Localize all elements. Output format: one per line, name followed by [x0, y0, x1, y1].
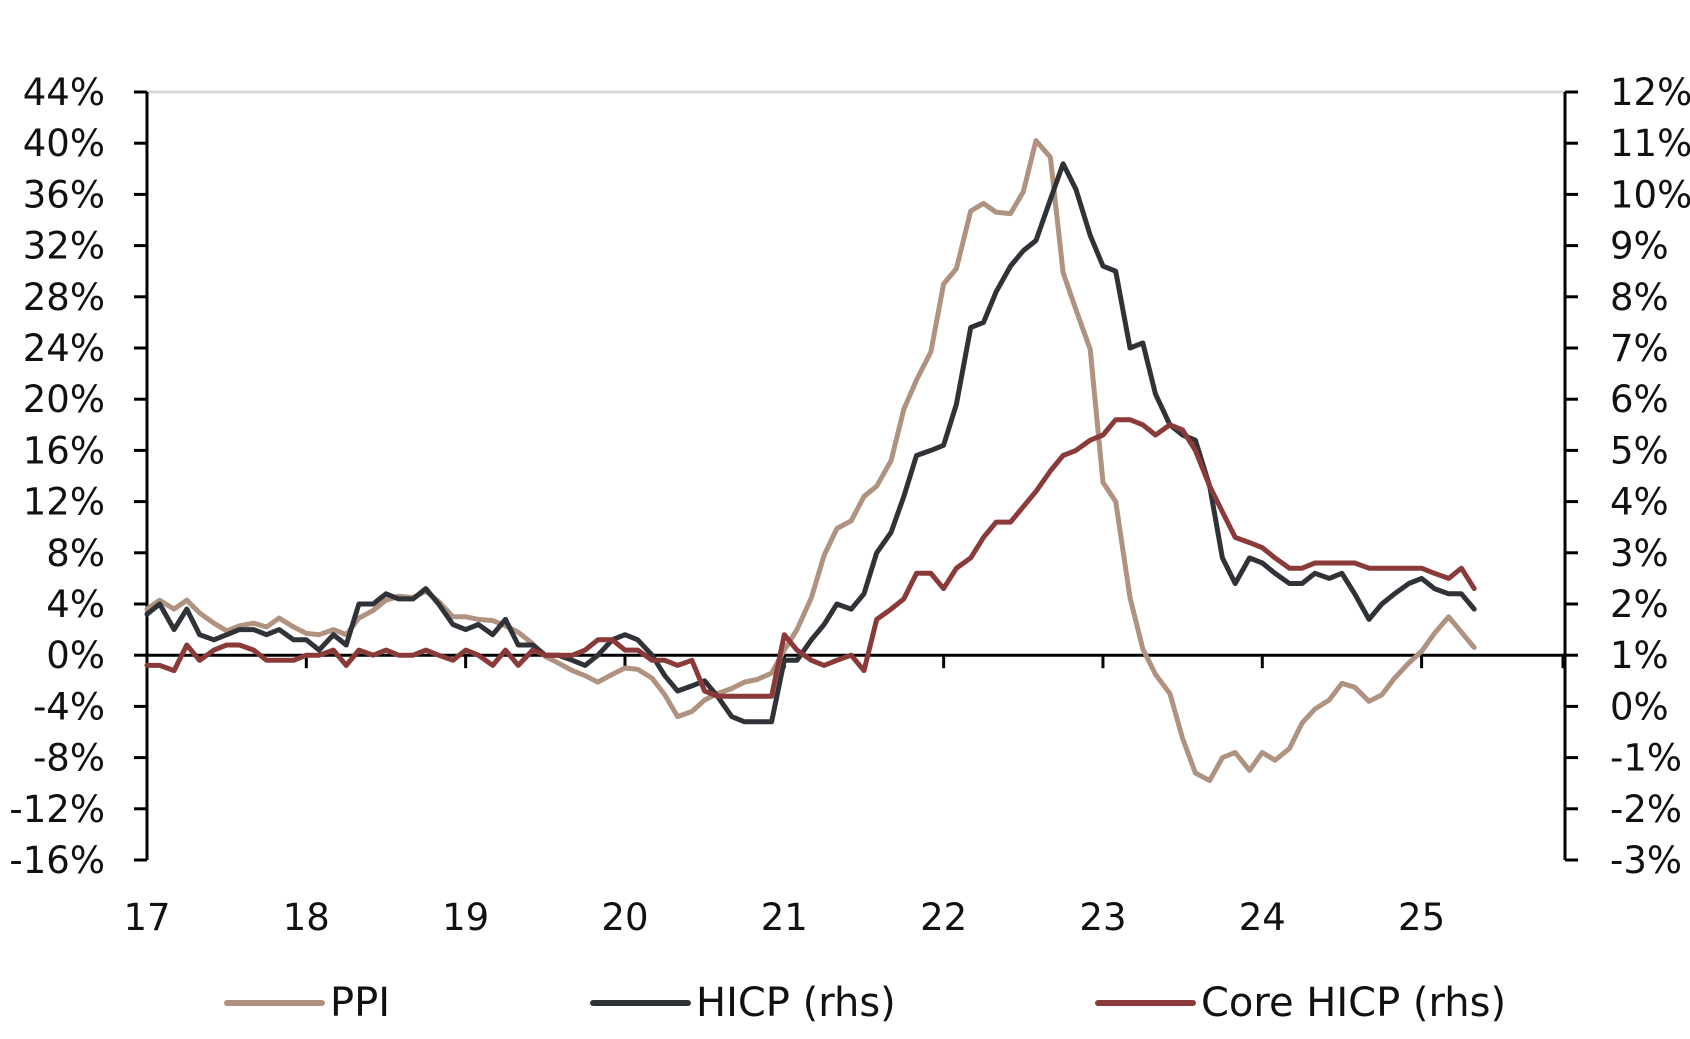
right-y-tick-label: 1% — [1610, 634, 1669, 677]
tick-labels: 44% 40% 36% 32% 28% 24% 20% 16% 12% 8% 4% 0% -4% -8% -… — [9, 71, 1690, 939]
right-y-tick-label: 3% — [1610, 532, 1669, 575]
legend: PPI HICP (rhs) Core HICP (rhs) — [224, 980, 1506, 1026]
left-y-tick-label: 24% — [23, 327, 105, 370]
left-y-tick-label: -4% — [33, 685, 105, 728]
legend-label-ppi: PPI — [330, 980, 390, 1026]
x-tick-label: 23 — [1079, 896, 1126, 939]
left-y-tick-label: 0% — [46, 634, 105, 677]
x-tick-label: 17 — [123, 896, 170, 939]
left-y-tick-label: 16% — [23, 429, 105, 472]
right-y-tick-label: 7% — [1610, 327, 1669, 370]
right-y-tick-label: -2% — [1610, 788, 1682, 831]
x-tick-label: 24 — [1239, 896, 1286, 939]
left-y-tick-label: 4% — [46, 583, 105, 626]
right-y-tick-label: 5% — [1610, 429, 1669, 472]
x-tick-label: 25 — [1398, 896, 1445, 939]
chart-axes — [134, 90, 1578, 862]
right-y-tick-label: -3% — [1610, 839, 1682, 882]
legend-label-core-hicp-rhs: Core HICP (rhs) — [1201, 980, 1506, 1026]
right-y-tick-label: 0% — [1610, 685, 1669, 728]
right-y-tick-label: 11% — [1610, 122, 1690, 165]
left-y-tick-label: 32% — [23, 225, 105, 268]
series-line-hicp-rhs — [144, 161, 1477, 725]
right-y-tick-label: 12% — [1610, 71, 1690, 114]
right-y-tick-label: 4% — [1610, 481, 1669, 524]
right-y-tick-label: 6% — [1610, 378, 1669, 421]
left-y-tick-label: 28% — [23, 276, 105, 319]
x-tick-label: 22 — [920, 896, 967, 939]
series-line-core-hicp-rhs — [144, 417, 1477, 699]
left-y-tick-label: -12% — [9, 788, 105, 831]
left-y-tick-label: 44% — [23, 71, 105, 114]
left-y-tick-label: 36% — [23, 173, 105, 216]
left-y-tick-label: 40% — [23, 122, 105, 165]
legend-label-hicp-rhs: HICP (rhs) — [696, 980, 896, 1026]
x-tick-label: 20 — [601, 896, 648, 939]
x-tick-label: 21 — [761, 896, 808, 939]
right-y-tick-label: 10% — [1610, 173, 1690, 216]
left-y-tick-label: 12% — [23, 481, 105, 524]
left-y-tick-label: 8% — [46, 532, 105, 575]
right-y-tick-label: 8% — [1610, 276, 1669, 319]
series-line-ppi — [144, 138, 1477, 784]
right-y-tick-label: -1% — [1610, 737, 1682, 780]
right-y-tick-label: 2% — [1610, 583, 1669, 626]
left-y-tick-label: 20% — [23, 378, 105, 421]
right-y-tick-label: 9% — [1610, 225, 1669, 268]
series-lines — [144, 138, 1477, 784]
x-tick-label: 18 — [283, 896, 330, 939]
left-y-tick-label: -8% — [33, 737, 105, 780]
left-y-tick-label: -16% — [9, 839, 105, 882]
x-tick-label: 19 — [442, 896, 489, 939]
